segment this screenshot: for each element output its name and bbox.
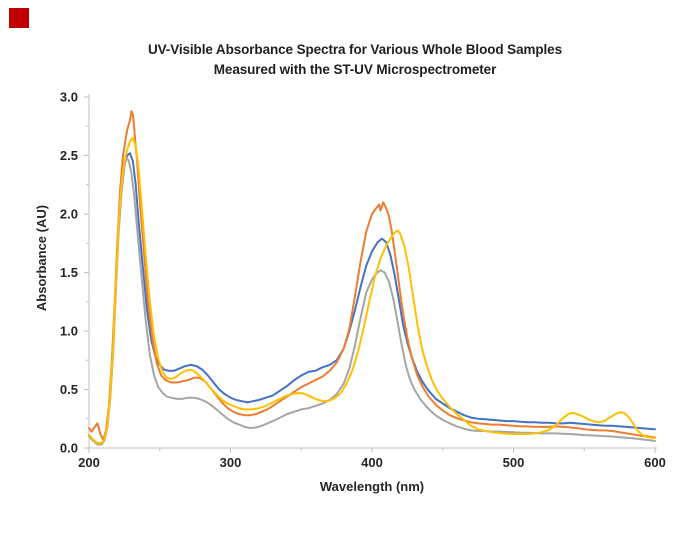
y-tick-label: 1.5 bbox=[60, 265, 78, 280]
ticks-layer bbox=[84, 96, 656, 453]
series-line-whole-blood-sample-yellow bbox=[88, 136, 656, 445]
chart-subtitle: Measured with the ST-UV Microspectromete… bbox=[213, 62, 497, 77]
y-axis-title: Absorbance (AU) bbox=[34, 205, 49, 311]
red-annotation-marker bbox=[9, 8, 29, 28]
x-tick-label: 200 bbox=[78, 455, 100, 470]
chart-title-block: UV-Visible Absorbance Spectra for Variou… bbox=[30, 40, 680, 80]
x-tick-label: 300 bbox=[220, 455, 242, 470]
y-tick-label: 1.0 bbox=[60, 324, 78, 339]
tick-labels-layer: 200 300 400 500 600 0.0 0.5 1.0 1.5 2.0 2.5 3.0 bbox=[60, 90, 666, 471]
series-line-whole-blood-sample-orange bbox=[88, 110, 656, 441]
y-tick-label: 0.0 bbox=[60, 441, 78, 456]
series-layer bbox=[88, 110, 656, 446]
x-axis-title: Wavelength (nm) bbox=[320, 479, 424, 494]
y-tick-label: 2.0 bbox=[60, 207, 78, 222]
y-tick-label: 0.5 bbox=[60, 382, 78, 397]
x-tick-label: 600 bbox=[644, 455, 666, 470]
x-tick-label: 500 bbox=[503, 455, 525, 470]
y-tick-label: 3.0 bbox=[60, 90, 78, 105]
chart-title: UV-Visible Absorbance Spectra for Variou… bbox=[147, 42, 562, 57]
axes-layer bbox=[88, 94, 657, 449]
x-tick-label: 400 bbox=[361, 455, 383, 470]
series-line-whole-blood-sample-gray bbox=[88, 156, 656, 446]
y-tick-label: 2.5 bbox=[60, 148, 78, 163]
series-line-whole-blood-sample-blue bbox=[88, 152, 656, 445]
